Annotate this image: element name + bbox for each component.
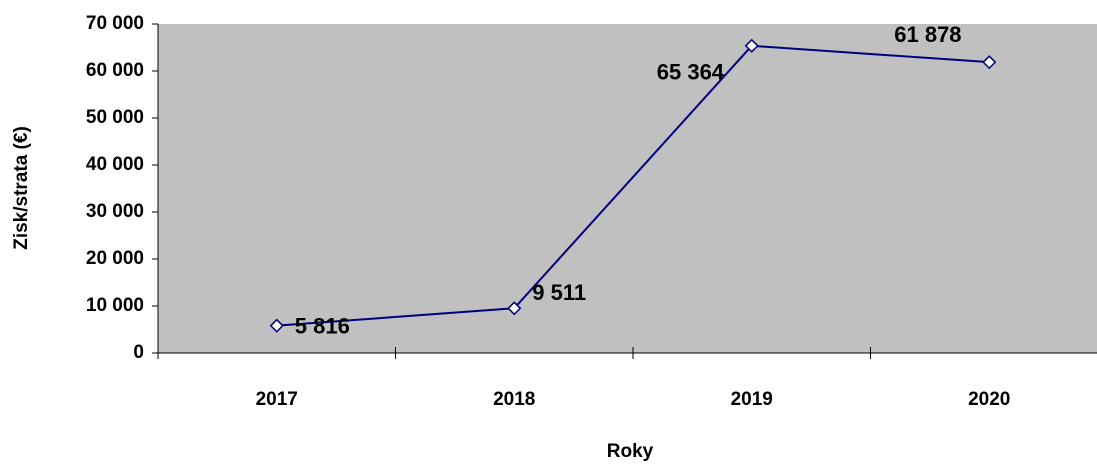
- y-tick-label: 20 000: [86, 248, 144, 269]
- data-label: 65 364: [657, 60, 725, 85]
- y-tick-label: 40 000: [86, 154, 144, 175]
- data-label: 61 878: [894, 22, 961, 47]
- x-axis-title: Roky: [607, 441, 654, 462]
- marker: [507, 301, 522, 316]
- y-axis-title: Zisk/strata (€): [11, 126, 32, 250]
- y-tick-label: 0: [133, 342, 144, 363]
- y-tick-label: 70 000: [86, 13, 144, 34]
- y-tick-label: 10 000: [86, 295, 144, 316]
- y-tick-label: 50 000: [86, 107, 144, 128]
- x-tick-label: 2017: [256, 389, 298, 410]
- data-label: 5 816: [295, 313, 350, 338]
- marker: [269, 318, 284, 333]
- x-tick-label: 2019: [731, 389, 773, 410]
- plot-area: [158, 24, 1097, 353]
- x-tick-label: 2020: [968, 389, 1010, 410]
- y-tick-label: 30 000: [86, 201, 144, 222]
- marker: [744, 38, 759, 53]
- x-tick-label: 2018: [493, 389, 535, 410]
- marker: [982, 55, 997, 70]
- line: [276, 44, 990, 327]
- data-label: 9 511: [532, 280, 586, 305]
- y-tick-label: 60 000: [86, 60, 144, 81]
